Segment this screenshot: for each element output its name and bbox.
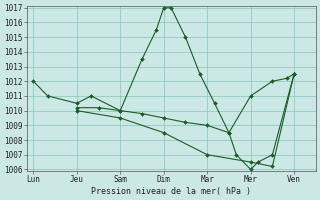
X-axis label: Pression niveau de la mer( hPa ): Pression niveau de la mer( hPa ) (91, 187, 251, 196)
